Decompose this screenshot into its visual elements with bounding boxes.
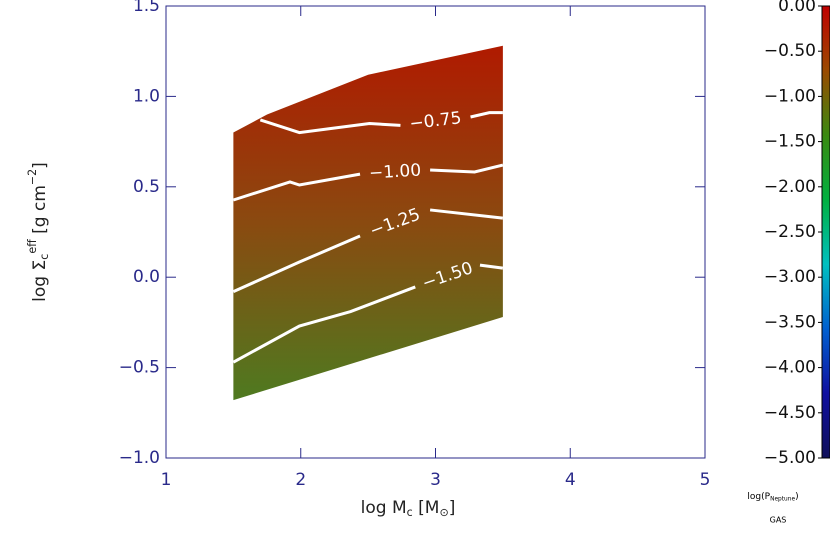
colorbar-sublabel: GAS xyxy=(770,516,787,525)
label-part: ) xyxy=(795,492,799,502)
label-part: eff xyxy=(26,239,39,254)
colorbar-tick-label: −4.50 xyxy=(764,403,816,423)
y-tick-label: 1.5 xyxy=(133,0,160,16)
contour-line xyxy=(232,208,504,294)
label-part: log Σ xyxy=(30,260,50,302)
contour-line xyxy=(232,263,504,364)
label-part: Neptune xyxy=(770,496,795,502)
y-tick-label: 0.0 xyxy=(133,267,160,287)
y-axis-label: log Σceff [g cm−2] xyxy=(26,162,51,302)
colorbar-tick-label: −1.50 xyxy=(764,132,816,152)
label-part: log M xyxy=(361,498,407,518)
colorbar-tick-label: −1.00 xyxy=(764,86,816,106)
y-tick-label: −1.0 xyxy=(119,448,160,468)
label-part: [M xyxy=(413,498,440,518)
label-part: ] xyxy=(449,498,456,518)
colorbar-tick-label: −3.00 xyxy=(764,267,816,287)
label-part: c xyxy=(38,254,51,260)
y-tick-label: 1.0 xyxy=(133,86,160,106)
colorbar-tick-label: −0.50 xyxy=(764,41,816,61)
contour-region xyxy=(233,45,503,401)
x-tick-label: 3 xyxy=(430,470,441,490)
contour-line xyxy=(232,163,504,202)
plot-area: −0.75−1.00−1.25−1.50 xyxy=(232,45,504,401)
colorbar-tick-label: −2.50 xyxy=(764,222,816,242)
x-tick-label: 1 xyxy=(161,470,172,490)
y-tick-label: −0.5 xyxy=(119,358,160,378)
label-part: c xyxy=(407,506,413,519)
colorbar-label: log(PNeptune) xyxy=(747,492,798,503)
contour-label: −1.00 xyxy=(368,161,421,184)
colorbar-tick-label: −2.00 xyxy=(764,177,816,197)
label-part: −2 xyxy=(26,169,39,185)
contour-line xyxy=(259,111,503,135)
label-part: log(P xyxy=(747,492,770,502)
x-tick-label: 2 xyxy=(295,470,306,490)
colorbar-tick-label: −4.00 xyxy=(764,358,816,378)
colorbar-tick-label: 0.00 xyxy=(778,0,816,16)
label-part: ] xyxy=(30,162,50,169)
colorbar-tick-label: −3.50 xyxy=(764,312,816,332)
x-axis-label: log Mc [M⊙] xyxy=(361,498,456,519)
x-tick-label: 4 xyxy=(565,470,576,490)
x-tick-label: 5 xyxy=(700,470,711,490)
label-part: [g cm xyxy=(30,185,50,239)
label-part: ⊙ xyxy=(439,506,448,519)
colorbar-tick-label: −5.00 xyxy=(764,448,816,468)
colorbar xyxy=(821,5,830,459)
y-tick-label: 0.5 xyxy=(133,177,160,197)
